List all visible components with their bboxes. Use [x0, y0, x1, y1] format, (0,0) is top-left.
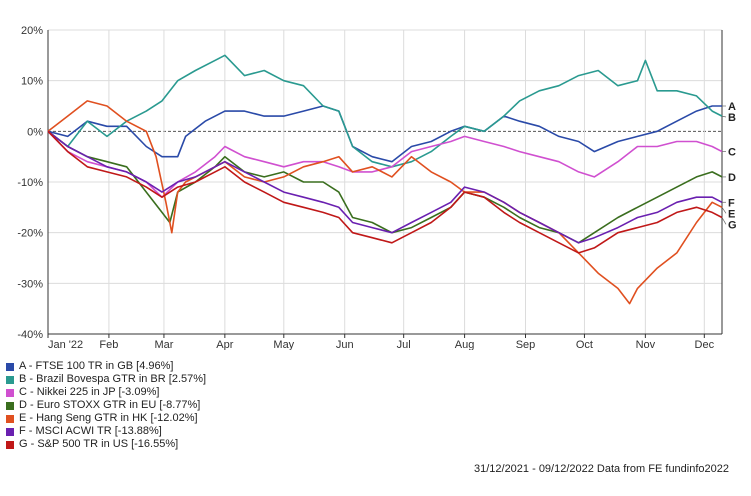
end-label-f: F — [728, 197, 735, 209]
x-tick-label: Aug — [455, 339, 475, 350]
end-label-d: D — [728, 172, 736, 184]
y-tick-label: -10% — [17, 177, 43, 189]
series-line-e — [47, 100, 723, 305]
x-tick-label: Nov — [636, 339, 656, 350]
legend-swatch — [6, 362, 14, 371]
grid-lines — [47, 29, 722, 335]
legend-label: F - MSCI ACWI TR [-13.88%] — [19, 425, 162, 437]
legend-swatch — [6, 401, 14, 410]
end-labels: AB C D FEG — [721, 101, 737, 231]
x-tick-label: Jan '22 — [48, 339, 83, 350]
legend-label: B - Brazil Bovespa GTR in BR [2.57%] — [19, 373, 207, 385]
x-tick-label: Sep — [516, 339, 536, 350]
legend-item: F - MSCI ACWI TR [-13.88%] — [6, 425, 206, 438]
end-label-leader — [721, 217, 727, 225]
end-label-a: A — [728, 101, 736, 113]
series-line-g — [47, 130, 723, 254]
y-tick-label: -20% — [17, 228, 43, 240]
series-line-b — [47, 54, 723, 168]
legend-item: C - Nikkei 225 in JP [-3.09%] — [6, 386, 206, 399]
y-tick-label: -30% — [17, 278, 43, 290]
legend-label: D - Euro STOXX GTR in EU [-8.77%] — [19, 399, 201, 411]
legend-item: B - Brazil Bovespa GTR in BR [2.57%] — [6, 373, 206, 386]
legend-item: D - Euro STOXX GTR in EU [-8.77%] — [6, 399, 206, 412]
legend-label: C - Nikkei 225 in JP [-3.09%] — [19, 386, 160, 398]
series-line-a — [47, 105, 722, 163]
x-tick-label: Jul — [397, 339, 411, 350]
series-lines — [47, 54, 723, 305]
legend-label: G - S&P 500 TR in US [-16.55%] — [19, 438, 179, 450]
end-label-leader — [721, 207, 727, 214]
line-chart: 20% 10% 0% -10% -20% -30% -40% Jan '22 Feb Mar Apr… — [17, 25, 737, 350]
x-tick-label: Jun — [336, 339, 354, 350]
axes: 20% 10% 0% -10% -20% -30% -40% Jan '22 Feb Mar Apr… — [17, 25, 723, 350]
x-tick-label: Dec — [695, 339, 715, 350]
end-label-leader — [721, 115, 727, 118]
y-tick-label: 0% — [27, 126, 43, 138]
end-label-c: C — [728, 147, 736, 159]
x-tick-label: May — [273, 339, 294, 350]
legend-label: E - Hang Seng GTR in HK [-12.02%] — [19, 412, 198, 424]
end-label-b: B — [728, 112, 736, 124]
legend-item: E - Hang Seng GTR in HK [-12.02%] — [6, 412, 206, 425]
legend-item: A - FTSE 100 TR in GB [4.96%] — [6, 360, 206, 373]
legend-label: A - FTSE 100 TR in GB [4.96%] — [19, 360, 174, 372]
x-tick-label: Mar — [154, 339, 173, 350]
y-tick-label: 20% — [21, 25, 43, 37]
series-line-f — [47, 130, 723, 244]
y-tick-label: 10% — [21, 76, 43, 88]
legend-swatch — [6, 375, 14, 384]
legend-swatch — [6, 414, 14, 423]
x-tick-label: Oct — [576, 339, 593, 350]
end-label-e: E — [728, 208, 735, 220]
legend-item: G - S&P 500 TR in US [-16.55%] — [6, 438, 206, 451]
legend: A - FTSE 100 TR in GB [4.96%] B - Brazil … — [6, 360, 206, 451]
legend-swatch — [6, 388, 14, 397]
legend-swatch — [6, 427, 14, 436]
x-tick-label: Apr — [216, 339, 233, 350]
footer-text: 31/12/2021 - 09/12/2022 Data from FE fun… — [473, 463, 729, 475]
legend-swatch — [6, 440, 14, 449]
end-label-g: G — [728, 219, 737, 231]
y-tick-label: -40% — [17, 329, 43, 341]
series-line-d — [47, 130, 723, 244]
x-tick-label: Feb — [99, 339, 118, 350]
